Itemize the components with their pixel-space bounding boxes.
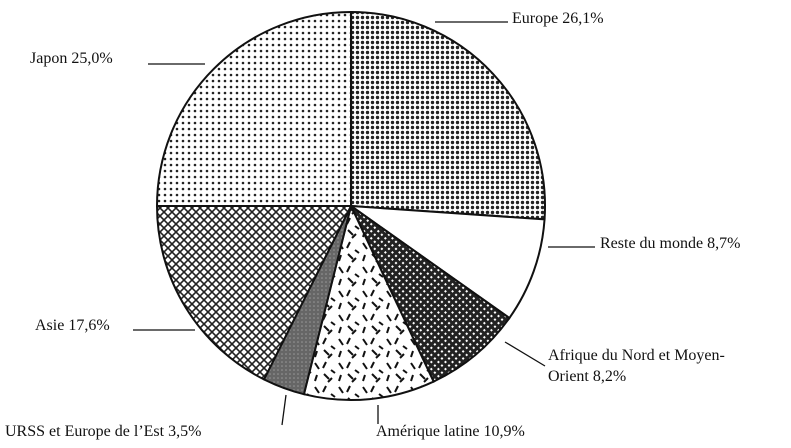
pie-slice — [302, 203, 435, 401]
value-label: 8,7% — [707, 235, 741, 252]
category-label: Amérique latine — [376, 423, 480, 440]
slice-label: Japon 25,0% — [30, 48, 113, 69]
value-label: 25,0% — [71, 50, 113, 67]
category-label: URSS et Europe de l’Est — [5, 423, 165, 440]
value-label: 8,2% — [592, 368, 627, 385]
leader-line — [281, 394, 287, 426]
pie-slice — [347, 204, 546, 320]
slice-label: Amérique latine 10,9% — [376, 421, 525, 442]
slice-label: Reste du monde 8,7% — [600, 233, 740, 254]
slice-label: Europe 26,1% — [512, 8, 604, 29]
value-label: 10,9% — [483, 423, 525, 440]
category-label: Asie — [35, 317, 65, 334]
pie-slice — [348, 202, 511, 383]
value-label: 26,1% — [562, 10, 604, 27]
slice-label: URSS et Europe de l’Est 3,5% — [5, 421, 201, 442]
pie-slice — [155, 10, 352, 207]
leader-line — [504, 341, 546, 367]
pie-slice — [155, 205, 353, 381]
category-label: Afrique du Nord et Moyen-Orient — [548, 347, 725, 385]
value-label: 17,6% — [68, 317, 110, 334]
value-label: 3,5% — [168, 423, 202, 440]
category-label: Reste du monde — [600, 235, 704, 252]
category-label: Japon — [30, 50, 68, 67]
pie-slice — [350, 10, 546, 221]
slice-label: Asie 17,6% — [35, 315, 110, 336]
category-label: Europe — [512, 10, 559, 27]
slice-label: Afrique du Nord et Moyen-Orient 8,2% — [548, 345, 738, 387]
